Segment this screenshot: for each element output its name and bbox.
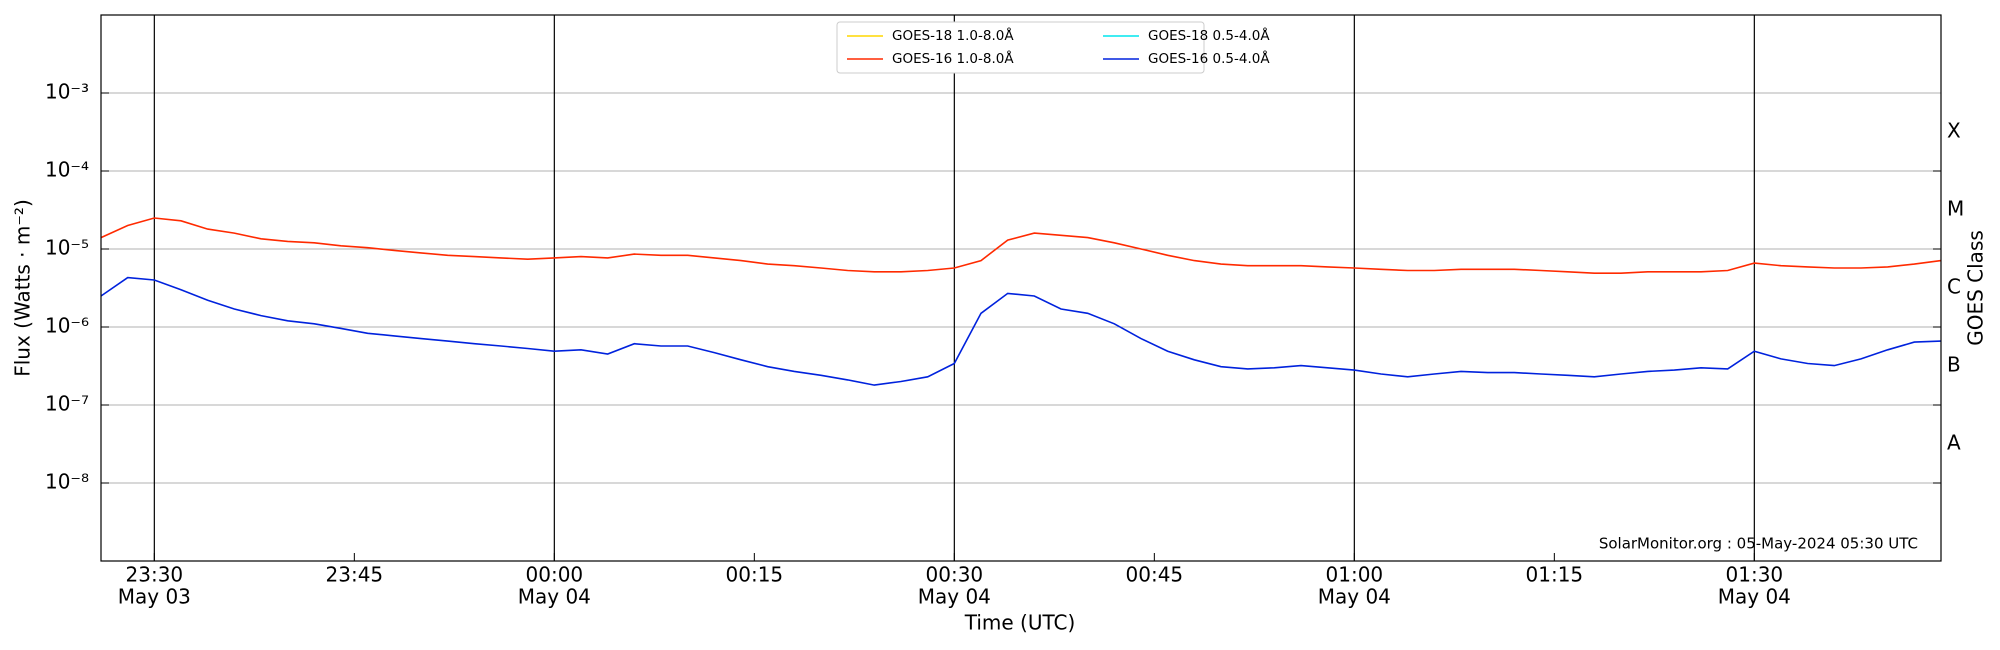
legend-label: GOES-16 1.0-8.0Å xyxy=(892,50,1014,67)
y-axis-label: Flux (Watts · m⁻²) xyxy=(11,199,35,377)
series-line xyxy=(100,217,1942,274)
x-tick-date: May 04 xyxy=(1318,585,1391,609)
x-tick-date: May 04 xyxy=(918,585,991,609)
y2-tick-label: X xyxy=(1947,119,1961,143)
y-tick-label: 10⁻⁵ xyxy=(45,236,89,260)
y-tick-label: 10⁻⁷ xyxy=(45,392,89,416)
x-tick-date: May 04 xyxy=(1718,585,1791,609)
y-tick-label: 10⁻³ xyxy=(45,80,89,104)
y2-tick-label: M xyxy=(1947,197,1964,221)
y-tick-label: 10⁻⁴ xyxy=(45,158,89,182)
annotation: SolarMonitor.org : 05-May-2024 05:30 UTC xyxy=(1599,535,1918,553)
x-tick-label: 00:30 xyxy=(926,563,984,587)
y2-tick-label: C xyxy=(1947,275,1961,299)
x-tick-label: 00:00 xyxy=(526,563,584,587)
y2-axis-label: GOES Class xyxy=(1964,230,1988,346)
y2-tick-label: B xyxy=(1947,353,1961,377)
y-tick-label: 10⁻⁶ xyxy=(45,314,89,338)
x-axis-label: Time (UTC) xyxy=(964,611,1076,635)
y-tick-label: 10⁻⁸ xyxy=(45,470,89,494)
legend-label: GOES-16 0.5-4.0Å xyxy=(1148,50,1270,67)
x-tick-label: 00:45 xyxy=(1126,563,1184,587)
x-tick-label: 01:00 xyxy=(1326,563,1384,587)
legend-label: GOES-18 0.5-4.0Å xyxy=(1148,27,1270,44)
series-line xyxy=(100,276,1942,386)
plot-frame xyxy=(100,14,1942,562)
x-tick-label: 01:30 xyxy=(1726,563,1784,587)
y2-tick-label: A xyxy=(1947,431,1961,455)
x-tick-date: May 03 xyxy=(118,585,191,609)
x-tick-label: 01:15 xyxy=(1526,563,1584,587)
legend-box xyxy=(836,21,1205,74)
x-tick-label: 23:30 xyxy=(126,563,184,587)
x-tick-label: 23:45 xyxy=(326,563,384,587)
legend-label: GOES-18 1.0-8.0Å xyxy=(892,27,1014,44)
x-tick-date: May 04 xyxy=(518,585,591,609)
x-tick-label: 00:15 xyxy=(726,563,784,587)
